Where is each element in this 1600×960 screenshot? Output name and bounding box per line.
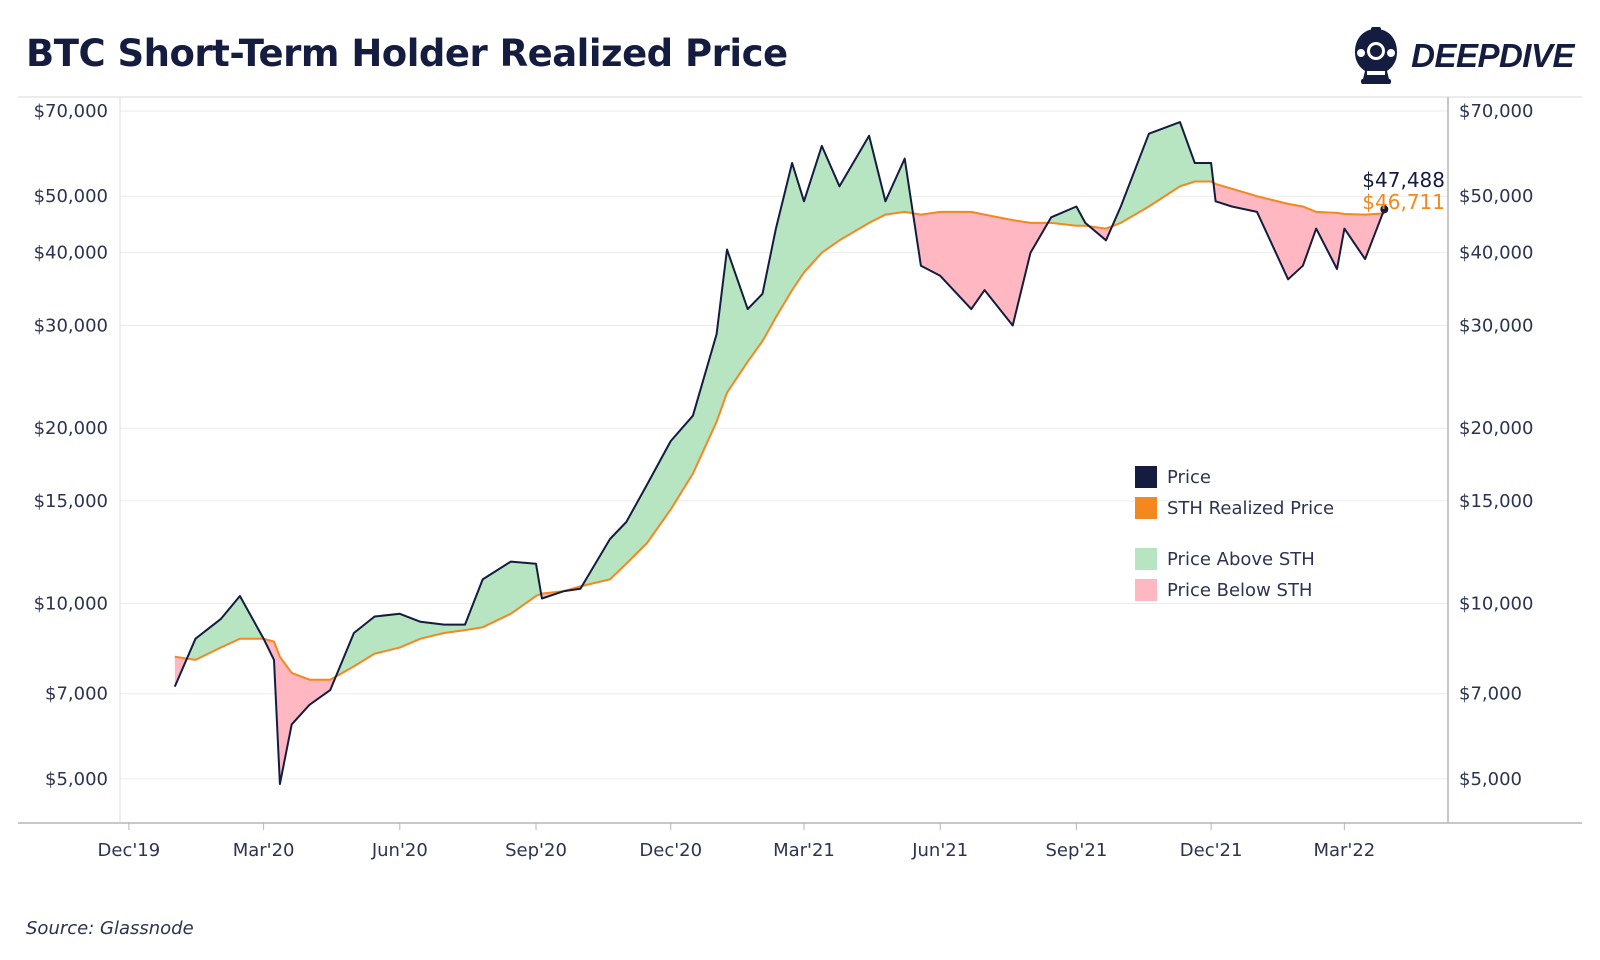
fill-price-below-sth	[912, 211, 1048, 326]
tick-labels: $5,000 $5,000 $7,000 $7,000 $10,000 $10,000 $1…	[34, 101, 1534, 861]
y-tick-label-left: $40,000	[34, 243, 108, 264]
series-lines	[173, 121, 1386, 785]
x-tick-label: Mar'22	[1313, 840, 1375, 861]
chart-title: BTC Short-Term Holder Realized Price	[26, 32, 788, 75]
price-last-point	[1380, 205, 1389, 214]
y-tick-label-right: $70,000	[1459, 101, 1533, 122]
legend-label: STH Realized Price	[1167, 497, 1335, 519]
price-line	[173, 121, 1386, 785]
axes	[18, 96, 1582, 830]
x-tick-label: Mar'20	[233, 840, 295, 861]
y-tick-label-left: $70,000	[34, 101, 108, 122]
x-tick-label: Sep'21	[1046, 840, 1108, 861]
y-tick-label-right: $40,000	[1459, 243, 1533, 264]
area-fills	[174, 122, 1385, 784]
fill-price-above-sth	[186, 595, 264, 660]
y-tick-label-left: $20,000	[34, 418, 108, 439]
legend-label: Price Below STH	[1167, 579, 1313, 601]
legend-item: Price Below STH	[1135, 579, 1312, 601]
y-tick-label-right: $5,000	[1459, 769, 1522, 790]
y-tick-label-right: $7,000	[1459, 684, 1522, 705]
x-tick-label: Dec'20	[639, 840, 702, 861]
annotations: $47,488$46,711	[1362, 168, 1445, 214]
x-tick-label: Jun'20	[371, 840, 428, 861]
y-tick-label-right: $15,000	[1459, 491, 1533, 512]
y-tick-label-left: $15,000	[34, 491, 108, 512]
x-tick-label: Sep'20	[505, 840, 567, 861]
source-note: Source: Glassnode	[26, 918, 194, 939]
legend-swatch	[1135, 579, 1157, 601]
fill-price-above-sth	[335, 561, 542, 677]
legend-item: Price Above STH	[1135, 548, 1315, 570]
legend-item: STH Realized Price	[1135, 497, 1334, 519]
y-tick-label-left: $10,000	[34, 593, 108, 614]
fill-price-below-sth	[263, 638, 336, 784]
y-tick-label-right: $20,000	[1459, 418, 1533, 439]
legend-item: Price	[1135, 466, 1211, 488]
y-tick-label-left: $30,000	[34, 315, 108, 336]
y-tick-label-left: $50,000	[34, 186, 108, 207]
y-tick-label-right: $10,000	[1459, 593, 1533, 614]
price-last-label: $47,488	[1362, 168, 1445, 192]
y-tick-label-right: $50,000	[1459, 186, 1533, 207]
x-tick-label: Jun'21	[911, 840, 968, 861]
fill-price-below-sth	[1213, 182, 1383, 280]
y-tick-label-right: $30,000	[1459, 315, 1533, 336]
fill-price-above-sth	[1112, 122, 1214, 227]
brand-logo: DEEPDIVE	[1349, 26, 1574, 86]
brand-name: DEEPDIVE	[1411, 37, 1574, 74]
y-tick-label-left: $5,000	[45, 769, 108, 790]
legend-swatch	[1135, 497, 1157, 519]
sth-last-label: $46,711	[1362, 190, 1445, 214]
legend-label: Price Above STH	[1167, 548, 1315, 570]
legend-swatch	[1135, 548, 1157, 570]
legend-swatch	[1135, 466, 1157, 488]
diving-helmet-icon	[1355, 27, 1398, 84]
x-tick-label: Dec'19	[98, 840, 161, 861]
sth-realized-price-line	[174, 180, 1385, 681]
x-tick-label: Mar'21	[773, 840, 835, 861]
legend-label: Price	[1167, 466, 1211, 488]
x-tick-label: Dec'21	[1180, 840, 1243, 861]
y-tick-label-left: $7,000	[45, 684, 108, 705]
